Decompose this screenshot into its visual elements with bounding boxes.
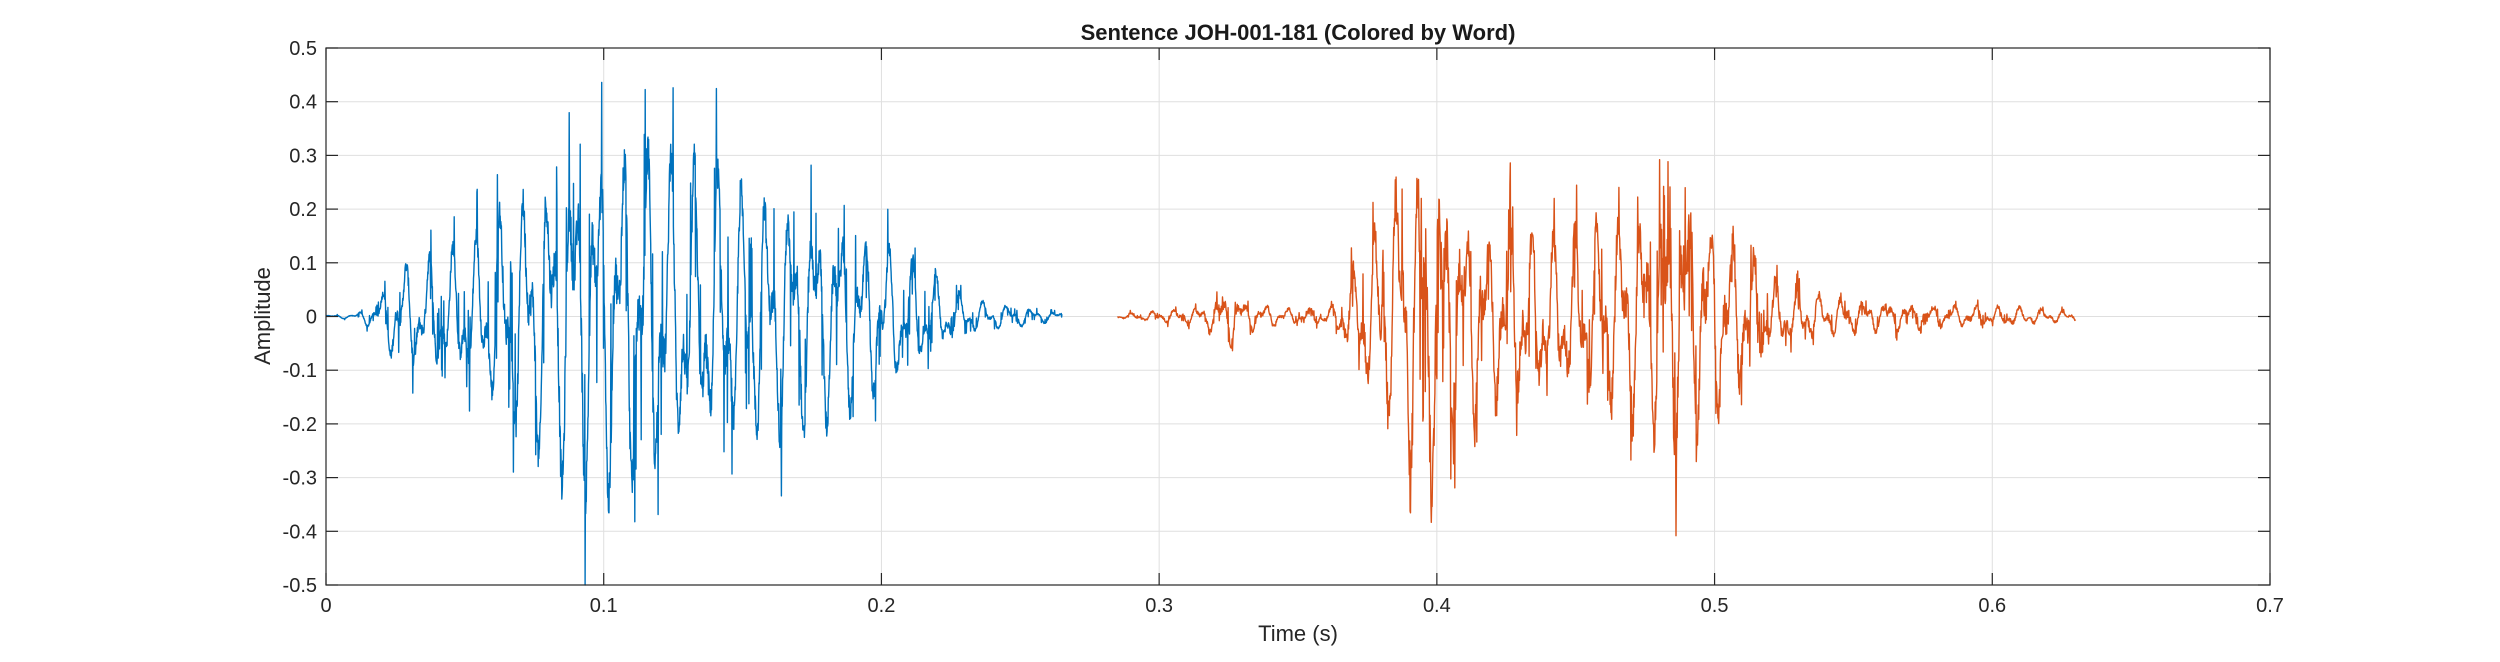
y-tick-label: 0.2 bbox=[289, 199, 317, 221]
x-tick-label: 0.7 bbox=[2256, 595, 2284, 617]
x-axis-label: Time (s) bbox=[1258, 621, 1338, 646]
x-tick-label: 0.6 bbox=[1978, 595, 2006, 617]
y-tick-label: -0.3 bbox=[283, 468, 317, 490]
y-tick-label: -0.2 bbox=[283, 414, 317, 436]
waveform-series-2 bbox=[1117, 159, 2077, 537]
y-tick-label: 0.3 bbox=[289, 145, 317, 167]
y-tick-label: 0.4 bbox=[289, 92, 317, 114]
x-tick-label: 0.2 bbox=[868, 595, 896, 617]
x-tick-label: 0.4 bbox=[1423, 595, 1451, 617]
x-tick-label: 0.1 bbox=[590, 595, 618, 617]
y-tick-label: -0.5 bbox=[283, 575, 317, 597]
x-tick-label: 0 bbox=[320, 595, 331, 617]
x-tick-label: 0.3 bbox=[1145, 595, 1173, 617]
y-tick-label: 0.5 bbox=[289, 38, 317, 60]
waveform-series-1 bbox=[325, 81, 1063, 586]
y-tick-label: 0 bbox=[306, 307, 317, 329]
x-tick-label: 0.5 bbox=[1701, 595, 1729, 617]
grid bbox=[326, 48, 2270, 585]
y-axis-label: Amplitude bbox=[250, 267, 275, 365]
chart-title: Sentence JOH-001-181 (Colored by Word) bbox=[1081, 20, 1516, 45]
y-tick-label: -0.4 bbox=[283, 521, 317, 543]
ticks: 0 0.1 0.2 0.3 0.4 0.5 0.6 0.70.50.40.30.20.10-0… bbox=[283, 38, 2284, 617]
y-tick-label: -0.1 bbox=[283, 360, 317, 382]
y-tick-label: 0.1 bbox=[289, 253, 317, 275]
series-layer bbox=[325, 81, 2077, 586]
